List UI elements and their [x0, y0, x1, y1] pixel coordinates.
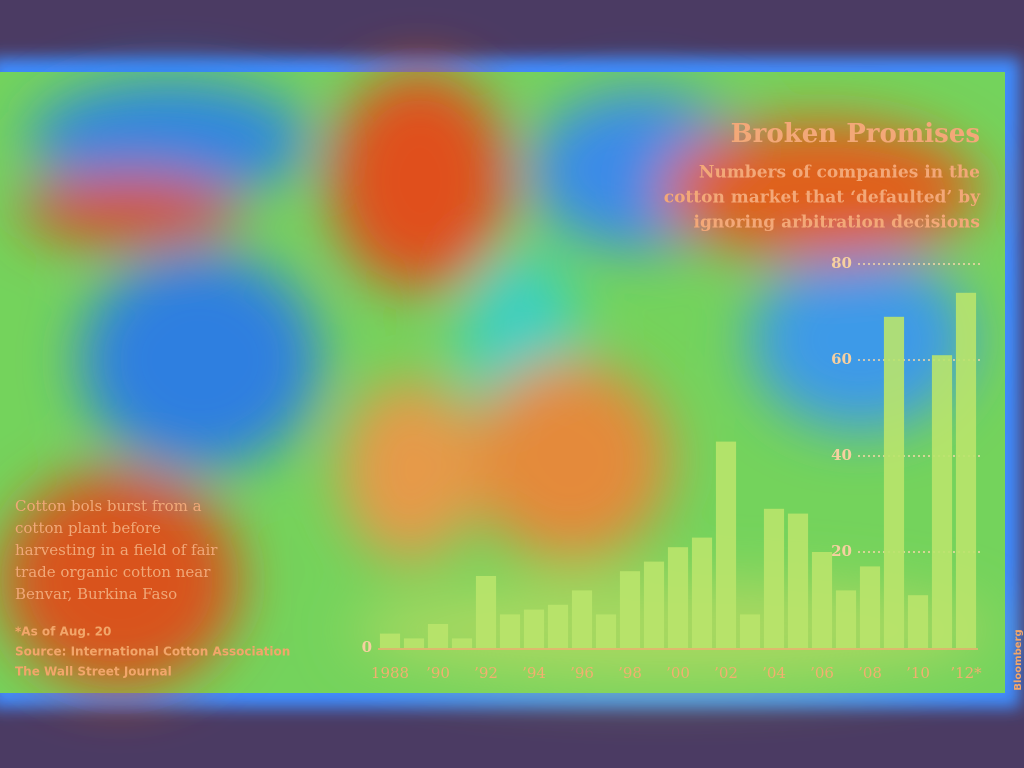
bar [955, 292, 977, 648]
subtitle-line: Numbers of companies in the [699, 163, 980, 183]
bar [499, 614, 521, 648]
y-tick-label: 60 [831, 350, 852, 368]
publisher: The Wall Street Journal [15, 665, 172, 679]
caption-line: Cotton bols burst from a [15, 497, 202, 515]
x-tick-label: ’96 [570, 664, 594, 682]
bar [643, 561, 665, 648]
bar [859, 566, 881, 648]
bar [547, 604, 569, 648]
x-tick-label: ’08 [858, 664, 882, 682]
x-tick-label: ’02 [714, 664, 738, 682]
bar [787, 513, 809, 648]
bar [619, 571, 641, 648]
caption-line: Benvar, Burkina Faso [15, 585, 177, 603]
y-tick-label: 0 [362, 638, 372, 656]
bar [427, 624, 449, 648]
x-tick-label: 1988 [371, 664, 409, 682]
x-tick-label: ’92 [474, 664, 498, 682]
bar [883, 316, 905, 648]
subtitle-line: cotton market that ‘defaulted’ by [664, 188, 981, 208]
y-tick-label: 20 [831, 542, 852, 560]
x-tick-label: ’06 [810, 664, 834, 682]
bar [523, 609, 545, 648]
bar [739, 614, 761, 648]
bar [403, 638, 425, 648]
bar [835, 590, 857, 648]
x-tick-label: ’04 [762, 664, 786, 682]
subtitle: Numbers of companies in the cotton market… [664, 163, 981, 233]
x-tick-label: ’12* [950, 664, 982, 682]
bar [763, 508, 785, 648]
heatmap [0, 70, 1005, 693]
bar [475, 576, 497, 648]
bar [595, 614, 617, 648]
x-tick-label: ’10 [906, 664, 930, 682]
caption-line: trade organic cotton near [15, 563, 211, 581]
bar [451, 638, 473, 648]
bar [379, 633, 401, 648]
subtitle-line: ignoring arbitration decisions [693, 213, 980, 233]
bar [571, 590, 593, 648]
x-tick-label: ’90 [426, 664, 450, 682]
credit: Bloomberg [1013, 629, 1024, 690]
y-tick-label: 40 [831, 446, 852, 464]
note: *As of Aug. 20 [15, 625, 111, 639]
bar [667, 547, 689, 648]
caption-line: harvesting in a field of fair [15, 541, 218, 559]
bar [931, 355, 953, 648]
x-tick-label: ’00 [666, 664, 690, 682]
bar [907, 595, 929, 648]
y-tick-label: 80 [831, 254, 852, 272]
x-tick-label: ’98 [618, 664, 642, 682]
bar [691, 537, 713, 648]
chart-title: Broken Promises [731, 119, 980, 149]
bar [811, 552, 833, 648]
caption-line: cotton plant before [15, 519, 161, 537]
x-tick-label: ’94 [522, 664, 546, 682]
bar [715, 441, 737, 648]
source: Source: International Cotton Association [15, 645, 290, 659]
caption: Cotton bols burst from a cotton plant bef… [15, 497, 218, 603]
